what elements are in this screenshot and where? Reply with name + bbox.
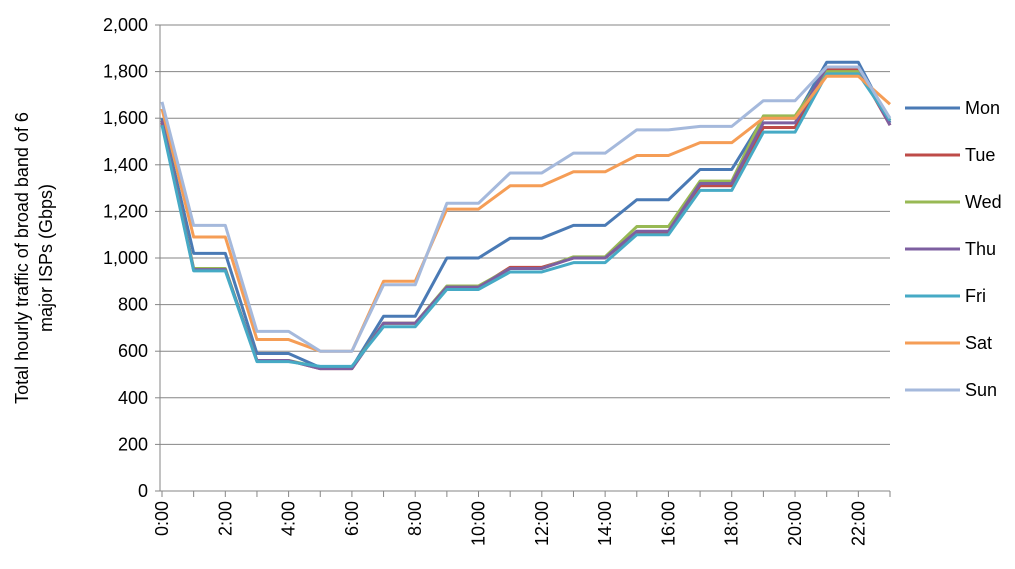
series-line [160, 72, 892, 368]
series-line [160, 60, 892, 370]
y-tick-label: 1,400 [103, 155, 148, 175]
x-tick-label: 4:00 [279, 501, 299, 536]
y-tick-label: 600 [118, 341, 148, 361]
y-tick-label: 0 [138, 481, 148, 501]
series-line [160, 65, 892, 353]
legend-label: Thu [965, 239, 996, 259]
y-tick-label: 1,800 [103, 62, 148, 82]
y-tick-label: 1,600 [103, 108, 148, 128]
x-tick-label: 16:00 [658, 501, 678, 546]
legend-label: Wed [965, 192, 1002, 212]
x-tick-label: 22:00 [848, 501, 868, 546]
legend-label: Mon [965, 98, 1000, 118]
series-line [160, 67, 892, 371]
x-tick-label: 0:00 [152, 501, 172, 536]
x-tick-label: 12:00 [532, 501, 552, 546]
series-line [160, 65, 892, 371]
y-axis-label: major ISPs (Gbps) [36, 184, 56, 332]
x-tick-label: 10:00 [469, 501, 489, 546]
x-tick-label: 20:00 [785, 501, 805, 546]
x-tick-label: 2:00 [215, 501, 235, 536]
legend-label: Tue [965, 145, 995, 165]
x-tick-label: 8:00 [405, 501, 425, 536]
x-tick-label: 14:00 [595, 501, 615, 546]
y-tick-label: 400 [118, 388, 148, 408]
legend-label: Fri [965, 286, 986, 306]
legend-label: Sat [965, 333, 992, 353]
y-tick-label: 200 [118, 434, 148, 454]
y-axis-label: Total hourly traffic of broad band of 6 [12, 112, 32, 404]
series-line [160, 74, 891, 353]
y-tick-label: 800 [118, 295, 148, 315]
legend-label: Sun [965, 380, 997, 400]
y-tick-label: 2,000 [103, 15, 148, 35]
y-tick-label: 1,000 [103, 248, 148, 268]
x-tick-label: 18:00 [722, 501, 742, 546]
x-tick-label: 6:00 [342, 501, 362, 536]
y-tick-label: 1,200 [103, 201, 148, 221]
series-line [160, 70, 892, 370]
